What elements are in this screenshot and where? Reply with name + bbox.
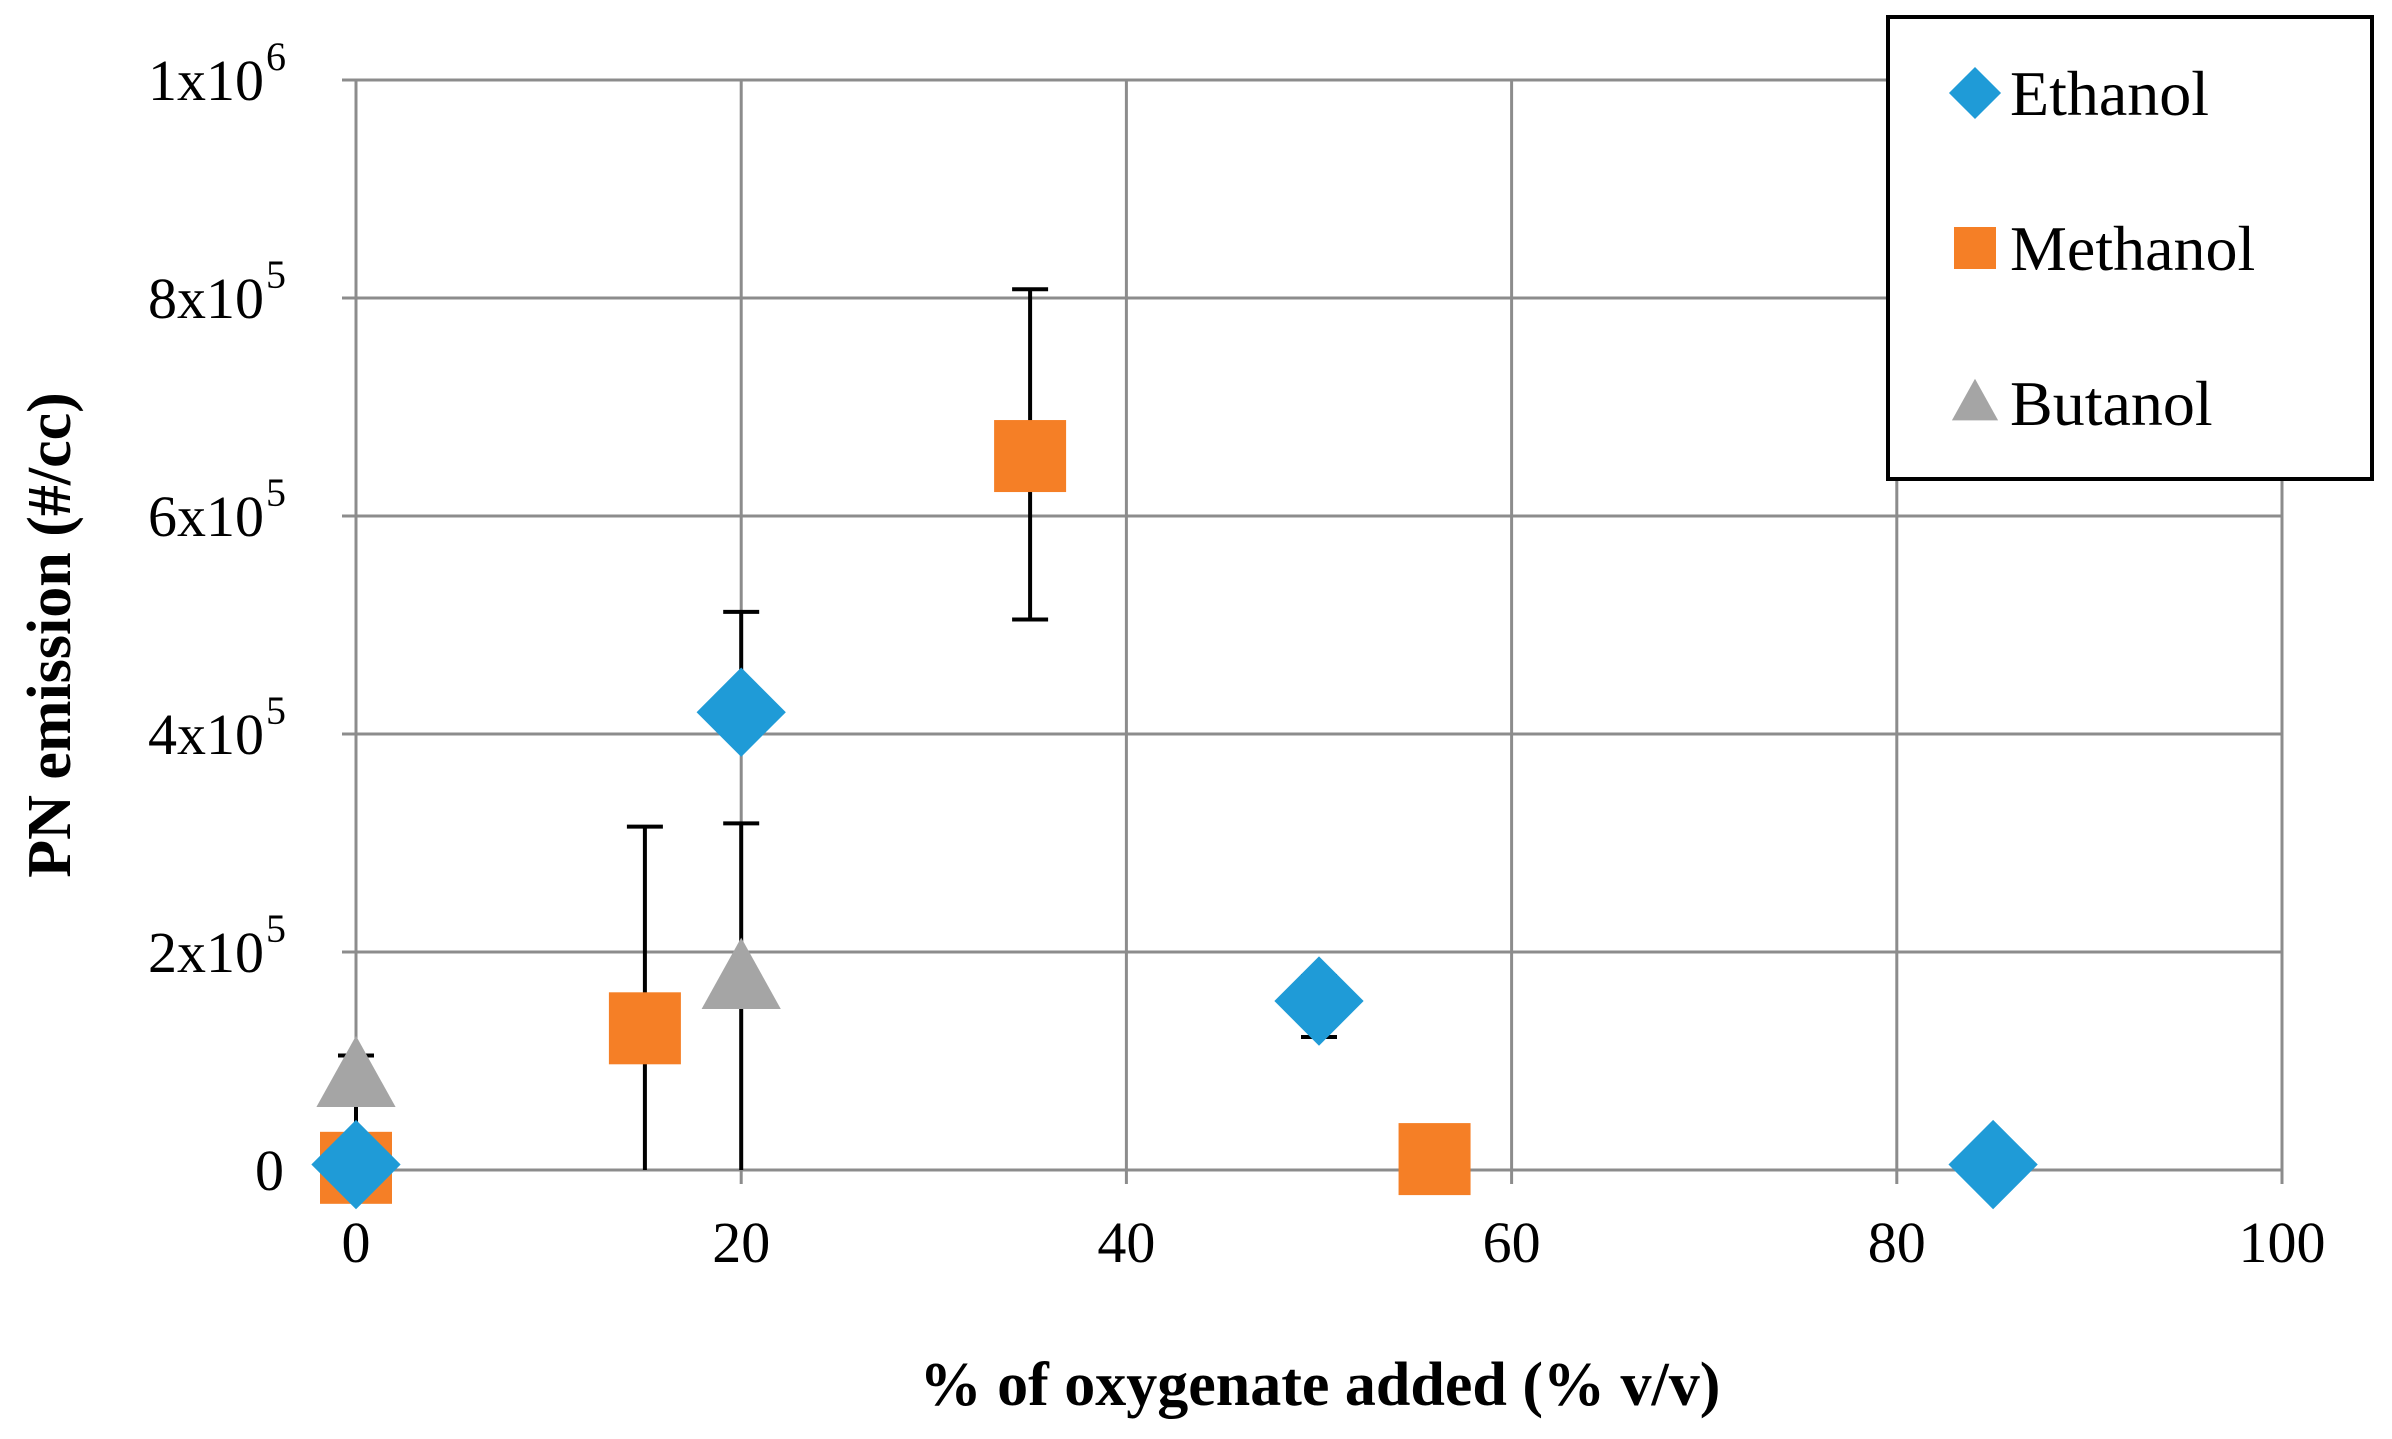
- legend-item-butanol: Butanol: [1951, 368, 2213, 439]
- ethanol-point: [1274, 956, 1364, 1046]
- data-markers: [311, 420, 2038, 1210]
- x-axis-title: % of oxygenate added (% v/v): [920, 1351, 1721, 1419]
- legend-label: Ethanol: [2010, 58, 2209, 129]
- legend-item-ethanol: Ethanol: [1948, 58, 2209, 129]
- y-tick-label: 6x10: [148, 484, 264, 549]
- y-tick-exponent: 5: [266, 252, 286, 297]
- methanol-point: [608, 992, 681, 1065]
- x-tick-label: 0: [342, 1210, 371, 1275]
- legend-marker-ethanol: [1948, 66, 2002, 120]
- x-axis-ticks: 0 20 40 60 80 100: [342, 1170, 2326, 1275]
- y-tick-label: 4x10: [148, 702, 264, 767]
- legend-marker-butanol: [1951, 378, 1999, 421]
- x-tick-label: 80: [1868, 1210, 1926, 1275]
- y-tick-label: 2x10: [148, 920, 264, 985]
- y-tick-exponent: 5: [266, 470, 286, 515]
- x-tick-label: 100: [2239, 1210, 2326, 1275]
- ethanol-point: [1948, 1119, 2038, 1210]
- methanol-point: [994, 420, 1067, 493]
- y-tick-label: 0: [255, 1138, 284, 1203]
- legend-label: Butanol: [2010, 368, 2213, 439]
- x-tick-label: 40: [1097, 1210, 1155, 1275]
- x-tick-label: 20: [712, 1210, 770, 1275]
- y-tick-label: 8x10: [148, 266, 264, 331]
- methanol-point: [1398, 1123, 1471, 1196]
- legend-label: Methanol: [2010, 213, 2255, 284]
- error-bars: [338, 287, 1337, 1170]
- butanol-point: [316, 1035, 396, 1108]
- y-tick-exponent: 5: [266, 906, 286, 951]
- legend-marker-methanol: [1954, 227, 1996, 269]
- x-tick-label: 60: [1483, 1210, 1541, 1275]
- y-tick-label: 1x10: [148, 48, 264, 113]
- legend-item-methanol: Methanol: [1954, 213, 2255, 284]
- y-axis-title: PN emission (#/cc): [16, 392, 84, 878]
- ethanol-point: [696, 667, 786, 757]
- legend: Ethanol Methanol Butanol: [1886, 15, 2374, 481]
- y-tick-exponent: 5: [266, 688, 286, 733]
- y-tick-exponent: 6: [266, 34, 286, 79]
- butanol-point: [701, 937, 781, 1009]
- ethanol-point: [311, 1119, 401, 1210]
